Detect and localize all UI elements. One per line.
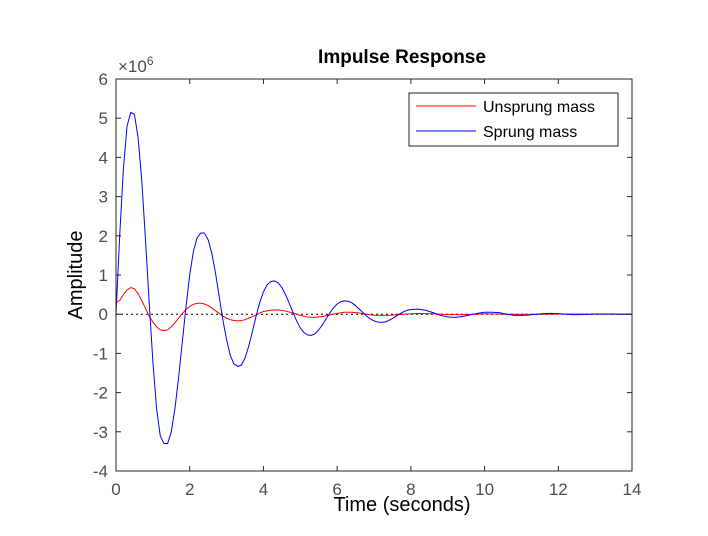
y-tick-label: 5 — [99, 109, 108, 128]
y-tick-label: 1 — [99, 266, 108, 285]
y-tick-label: -4 — [93, 462, 108, 481]
y-exponent-power: 6 — [147, 54, 154, 68]
y-tick-label: -2 — [93, 384, 108, 403]
y-axis-label: Amplitude — [65, 231, 87, 320]
y-tick-label: -3 — [93, 423, 108, 442]
y-tick-label: 3 — [99, 188, 108, 207]
x-tick-label: 14 — [623, 480, 642, 499]
chart-title: Impulse Response — [318, 47, 486, 68]
legend-box — [408, 92, 619, 147]
legend-label-sprung: Sprung mass — [483, 124, 577, 141]
x-tick-label: 10 — [475, 480, 494, 499]
x-tick-label: 0 — [111, 480, 120, 499]
series-lines — [115, 111, 632, 445]
legend: Unsprung mass Sprung mass — [408, 92, 619, 147]
x-tick-label: 8 — [406, 480, 415, 499]
x-tick-label: 4 — [259, 480, 268, 499]
x-axis-ticks: 0 2 4 6 8 10 12 14 — [111, 79, 641, 499]
y-tick-label: -1 — [93, 344, 108, 363]
y-tick-label: 6 — [99, 70, 108, 89]
y-tick-label: 2 — [99, 227, 108, 246]
y-exponent-label: ×106 — [118, 54, 154, 76]
x-tick-label: 2 — [185, 480, 194, 499]
x-axis-label: Time (seconds) — [333, 494, 470, 516]
y-tick-label: 4 — [99, 148, 108, 167]
y-exponent-base: ×10 — [118, 57, 147, 76]
x-tick-label: 6 — [332, 480, 341, 499]
series-line-unsprung-mass — [115, 287, 632, 332]
y-axis-ticks: -4 -3 -2 -1 0 1 2 3 4 5 6 — [93, 70, 632, 481]
x-tick-label: 12 — [549, 480, 568, 499]
series-line-sprung-mass — [115, 111, 632, 445]
legend-label-unsprung: Unsprung mass — [483, 99, 595, 116]
y-tick-label: 0 — [99, 305, 108, 324]
